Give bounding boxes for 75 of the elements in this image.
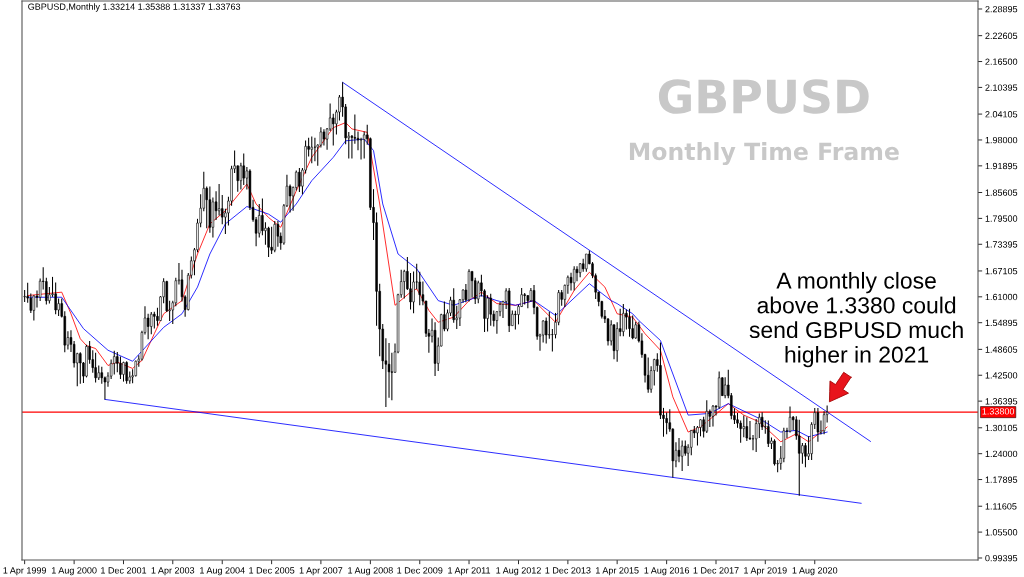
candlestick [79, 351, 82, 385]
y-tick-label: 1.42500 [985, 372, 1018, 379]
candlestick [723, 376, 727, 399]
y-tick-label: 2.04105 [985, 111, 1018, 118]
y-tick-label: 0.99395 [985, 554, 1018, 562]
candlestick [217, 183, 221, 216]
x-tick-label: 1 Aug 2008 [348, 567, 393, 576]
candlestick [486, 294, 489, 333]
candlestick [119, 356, 122, 380]
y-tick-label: 1.11605 [985, 503, 1017, 510]
x-tick-label: 1 Apr 2015 [596, 567, 639, 576]
y-tick-label: 1.48605 [985, 346, 1018, 353]
y-tick-label: 1.17895 [985, 476, 1018, 483]
y-tick-label: 1.67105 [985, 267, 1018, 275]
y-tick-label: 1.91895 [985, 162, 1018, 170]
candlestick [205, 186, 208, 229]
annotation: A monthly close above 1.3380 could send GBPUSD much higher in 2021 [749, 271, 963, 368]
x-tick-label: 1 Dec 2005 [249, 567, 295, 574]
candlestick [113, 350, 116, 375]
candlestick [403, 269, 406, 300]
candlestick [816, 407, 820, 443]
y-tick-label: 1.30105 [985, 424, 1018, 432]
candlestick [32, 294, 36, 322]
x-tick-label: 1 Apr 2007 [299, 567, 343, 576]
candlestick [489, 293, 492, 327]
x-tick-label: 1 Aug 2000 [51, 567, 97, 576]
candlestick [569, 272, 573, 291]
candlestick [742, 415, 746, 438]
candlestick [298, 167, 301, 193]
x-tick-label: 1 Aug 2012 [496, 567, 541, 576]
candlestick [665, 412, 668, 435]
y-tick-label: 1.85605 [985, 189, 1018, 196]
candlestick [267, 226, 270, 258]
y-tick-label: 1.05500 [985, 529, 1018, 536]
candlestick [125, 360, 128, 385]
candlestick [332, 113, 335, 146]
y-tick-label: 1.54895 [985, 319, 1018, 327]
x-tick-label: 1 Aug 2004 [200, 567, 245, 576]
x-tick-label: 1 Aug 2020 [792, 567, 838, 576]
candlestick [622, 303, 625, 337]
y-tick-label: 2.16500 [985, 58, 1018, 65]
y-tick-label: 1.61000 [985, 293, 1018, 301]
candlestick [628, 308, 631, 338]
x-tick-label: 1 Dec 2017 [693, 567, 739, 574]
x-tick-label: 1 Dec 2013 [545, 567, 591, 574]
candlestick [54, 281, 57, 315]
candlestick [572, 265, 576, 291]
candlestick [242, 153, 245, 186]
candlestick [94, 352, 97, 383]
x-tick-label: 1 Aug 2016 [644, 567, 690, 576]
candlestick [270, 226, 273, 255]
x-tick-label: 1 Dec 2009 [397, 567, 443, 574]
x-tick-label: 1 Apr 2003 [151, 567, 195, 576]
candlestick [798, 419, 801, 497]
y-tick-label: 1.79500 [985, 215, 1018, 222]
candlestick [745, 416, 749, 442]
y-tick-label: 2.28895 [985, 5, 1018, 13]
y-tick-label: 1.73395 [985, 241, 1018, 248]
ref-line-label: 1.33800 [982, 408, 1015, 415]
candlestick [276, 220, 280, 248]
x-tick-label: 1 Apr 2011 [448, 567, 491, 576]
x-tick-label: 1 Dec 2001 [101, 567, 147, 574]
y-tick-label: 1.36395 [985, 398, 1018, 405]
candlestick [313, 137, 317, 162]
x-tick-label: 1 Apr 1999 [3, 567, 47, 576]
y-tick-label: 2.10395 [985, 84, 1018, 91]
x-tick-label: 1 Apr 2019 [744, 567, 787, 576]
candlestick [310, 136, 313, 164]
candlestick [646, 356, 650, 394]
y-tick-label: 2.22605 [985, 32, 1018, 40]
y-tick-label: 1.24000 [985, 450, 1018, 458]
y-tick-label: 1.98000 [985, 136, 1018, 144]
annotation: GBPUSD,Monthly 1.33214 1.35388 1.31337 1.33763 [28, 3, 241, 12]
candlestick [514, 310, 517, 330]
candlestick [23, 289, 26, 303]
